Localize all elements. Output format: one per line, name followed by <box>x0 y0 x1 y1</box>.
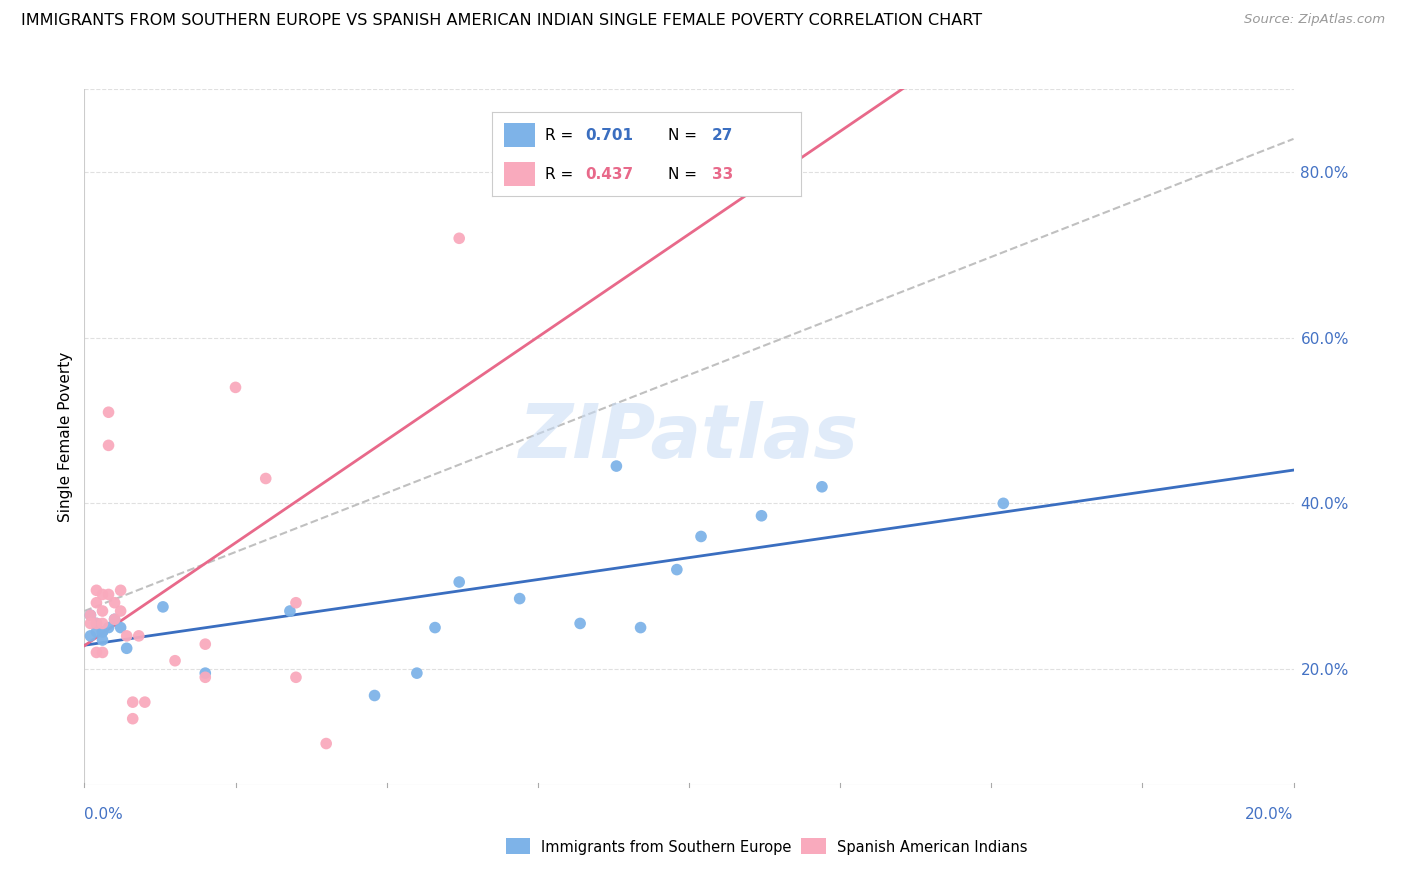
Point <box>284 596 308 610</box>
Text: ZIPatlas: ZIPatlas <box>519 401 859 474</box>
Point <box>163 654 186 668</box>
Point <box>315 737 337 751</box>
Text: R =: R = <box>544 167 578 182</box>
Point <box>91 633 114 648</box>
Point <box>194 670 217 684</box>
Point <box>121 712 143 726</box>
Point <box>278 604 301 618</box>
Point <box>630 621 652 635</box>
Point <box>363 689 385 703</box>
Point <box>121 695 143 709</box>
Point <box>152 599 174 614</box>
Y-axis label: Single Female Poverty: Single Female Poverty <box>58 352 73 522</box>
Point <box>225 380 247 394</box>
Point <box>811 480 834 494</box>
Point <box>128 629 150 643</box>
Point <box>194 666 217 681</box>
Point <box>79 608 101 623</box>
Text: N =: N = <box>668 128 702 143</box>
Point <box>86 583 108 598</box>
Point <box>605 458 627 473</box>
Point <box>569 616 592 631</box>
Point <box>647 132 671 146</box>
Point <box>134 695 156 709</box>
Point <box>254 471 277 485</box>
Bar <box>505 162 536 186</box>
Point <box>115 641 138 656</box>
Point <box>406 666 429 681</box>
Text: 33: 33 <box>711 167 733 182</box>
Point <box>97 438 120 452</box>
Point <box>91 645 114 659</box>
Point <box>423 621 446 635</box>
Point <box>86 616 108 631</box>
Point <box>104 612 127 626</box>
Text: 0.0%: 0.0% <box>84 807 124 822</box>
Point <box>91 587 114 601</box>
Point <box>449 574 471 589</box>
Text: R =: R = <box>544 128 578 143</box>
Bar <box>505 123 536 147</box>
Point <box>104 612 127 626</box>
Text: Spanish American Indians: Spanish American Indians <box>837 840 1026 855</box>
Point <box>104 596 127 610</box>
Point <box>91 604 114 618</box>
Point <box>110 604 132 618</box>
Text: Source: ZipAtlas.com: Source: ZipAtlas.com <box>1244 13 1385 27</box>
Text: N =: N = <box>668 167 702 182</box>
Point <box>194 637 217 651</box>
Point <box>91 624 114 639</box>
Point <box>115 629 138 643</box>
Point <box>91 624 114 639</box>
Point <box>79 616 101 631</box>
Point <box>690 529 713 543</box>
Point <box>86 645 108 659</box>
Text: 0.701: 0.701 <box>585 128 633 143</box>
Point <box>79 629 101 643</box>
Point <box>91 616 114 631</box>
Point <box>97 621 120 635</box>
Point <box>110 583 132 598</box>
Point <box>86 596 108 610</box>
Point <box>449 231 471 245</box>
Point <box>86 624 108 639</box>
Point <box>86 616 108 631</box>
Point <box>284 670 308 684</box>
Point <box>110 621 132 635</box>
Text: Immigrants from Southern Europe: Immigrants from Southern Europe <box>541 840 792 855</box>
Point <box>665 563 688 577</box>
Point <box>79 608 101 623</box>
Text: 0.437: 0.437 <box>585 167 633 182</box>
Text: 27: 27 <box>711 128 733 143</box>
Point <box>993 496 1015 510</box>
Text: IMMIGRANTS FROM SOUTHERN EUROPE VS SPANISH AMERICAN INDIAN SINGLE FEMALE POVERTY: IMMIGRANTS FROM SOUTHERN EUROPE VS SPANI… <box>21 13 983 29</box>
Point <box>97 405 120 419</box>
Point <box>751 508 773 523</box>
Text: 20.0%: 20.0% <box>1246 807 1294 822</box>
Point <box>97 587 120 601</box>
Point <box>509 591 531 606</box>
